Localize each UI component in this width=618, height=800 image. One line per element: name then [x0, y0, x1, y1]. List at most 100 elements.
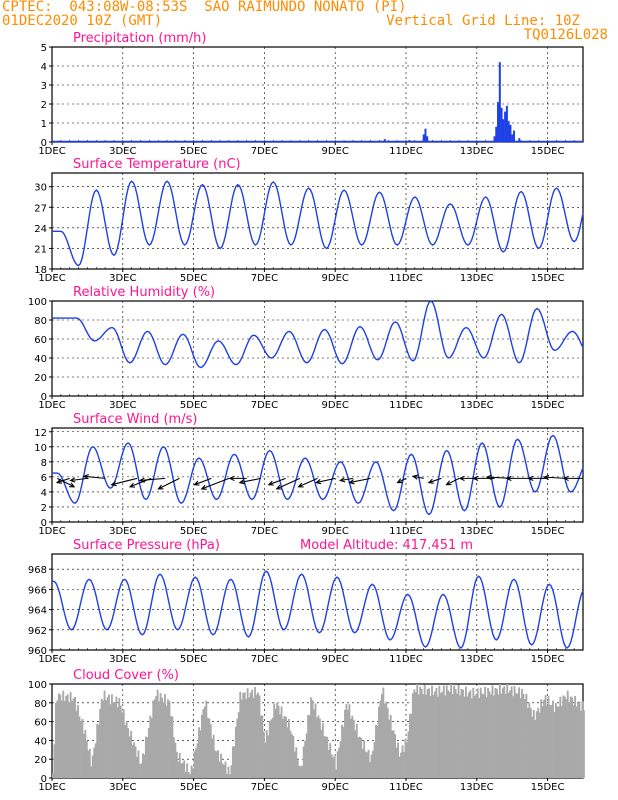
temp-xtick-label: 5DEC	[180, 273, 207, 284]
cloud-bar	[304, 740, 307, 778]
wind-xtick-label: 1DEC	[38, 526, 65, 537]
cloud-bar	[254, 686, 256, 778]
wind-arrow-head	[339, 477, 346, 483]
cloud-bar	[301, 766, 304, 778]
cloud-bar	[88, 748, 91, 778]
rh-xtick-label: 13DEC	[460, 400, 494, 411]
cloud-bar	[323, 736, 326, 778]
cloud-bar	[401, 745, 404, 778]
cloud-bar	[406, 742, 408, 778]
cloud-bar	[583, 710, 585, 778]
cloud-bar	[147, 728, 150, 778]
cloud-bar	[386, 708, 389, 778]
cloud-bar	[158, 701, 161, 778]
cloud-bar	[156, 689, 159, 778]
wind-series-line	[52, 434, 584, 516]
pres-ytick-label: 964	[28, 606, 47, 617]
cloud-bar	[442, 685, 445, 778]
cloud-bar	[106, 697, 109, 778]
cloud-bar	[99, 709, 102, 778]
cloud-bar	[198, 727, 200, 778]
cloud-bar	[481, 693, 484, 778]
cloud-bar	[200, 714, 203, 778]
cloud-bar	[208, 718, 211, 778]
cloud-bar	[349, 718, 352, 778]
cloud-bar	[316, 717, 318, 778]
cloud-bar	[425, 694, 428, 778]
cloud-bar	[305, 733, 308, 778]
wind-arrow-head	[562, 475, 569, 482]
cloud-bar	[218, 761, 221, 778]
wind-arrow-head	[458, 475, 465, 482]
cloud-bar	[501, 688, 504, 778]
cloud-bar	[113, 701, 116, 778]
cloud-bar	[428, 688, 430, 778]
cloud-bar	[538, 712, 541, 778]
cloud-bar	[189, 773, 192, 778]
cloud-bar	[541, 705, 544, 778]
cloud-bar	[400, 752, 402, 778]
cloud-bar	[581, 701, 584, 778]
cloud-bar	[90, 766, 93, 778]
cloud-bar	[407, 731, 410, 778]
wind-frame	[51, 427, 584, 523]
cloud-bar	[127, 728, 130, 778]
precip-bar	[422, 134, 425, 142]
cloud-bar	[529, 708, 532, 778]
wind-arrow	[56, 477, 70, 484]
cloud-bar	[146, 737, 149, 778]
cloud-bar	[500, 693, 503, 778]
cloud-ytick-label: 60	[34, 718, 47, 729]
cloud-bar	[307, 714, 310, 778]
wind-arrow-head	[82, 474, 89, 480]
cloud-bar	[190, 765, 193, 778]
cloud-bar	[450, 684, 453, 778]
cloud-bar	[236, 718, 239, 778]
wind-ytick-label: 4	[41, 488, 47, 499]
cloud-bar	[153, 699, 156, 778]
wind-xtick-label: 11DEC	[389, 526, 423, 537]
cloud-bar	[394, 734, 397, 778]
wind-arrow-head	[228, 475, 235, 482]
cloud-bar	[513, 686, 516, 778]
precip-xtick-label: 7DEC	[251, 146, 278, 157]
cloud-bar	[525, 693, 528, 778]
cloud-bar	[506, 684, 509, 778]
temp-xtick-label: 15DEC	[531, 273, 565, 284]
cloud-xtick-label: 9DEC	[322, 782, 349, 793]
cloud-bar	[509, 690, 512, 778]
cloud-bar	[434, 691, 436, 778]
cloud-bar	[150, 718, 153, 778]
cloud-bar	[439, 692, 442, 778]
cloud-bar	[385, 701, 388, 778]
cloud-bar	[199, 730, 202, 778]
cloud-bar	[122, 709, 125, 778]
cloud-bar	[519, 698, 522, 778]
cloud-bar	[547, 696, 550, 778]
cloud-bar	[466, 696, 469, 778]
cloud-bar	[164, 694, 166, 778]
cloud-bar	[557, 706, 560, 778]
cloud-bar	[575, 706, 578, 778]
cloud-bar	[289, 730, 292, 778]
cloud-bar	[54, 702, 57, 778]
cloud-bar	[252, 697, 255, 778]
cloud-bar	[59, 694, 62, 778]
cloud-bar	[521, 688, 523, 778]
cloud-bar	[540, 699, 543, 778]
cloud-bar	[432, 694, 435, 778]
cloud-ytick-label: 100	[28, 680, 47, 691]
cloud-xtick-label: 5DEC	[180, 782, 207, 793]
cloud-bar	[574, 695, 577, 778]
cloud-bar	[78, 716, 81, 778]
wind-arrow	[239, 477, 261, 484]
cloud-xtick-label: 7DEC	[251, 782, 278, 793]
rh-ytick-label: 40	[34, 354, 47, 365]
cloud-bar	[554, 702, 557, 778]
cloud-bar	[134, 746, 137, 778]
precip-bar	[424, 128, 427, 142]
cloud-bar	[566, 690, 569, 778]
temp-series-line	[52, 180, 584, 267]
rh-ytick-label: 20	[34, 373, 47, 384]
cloud-bar	[202, 709, 205, 778]
